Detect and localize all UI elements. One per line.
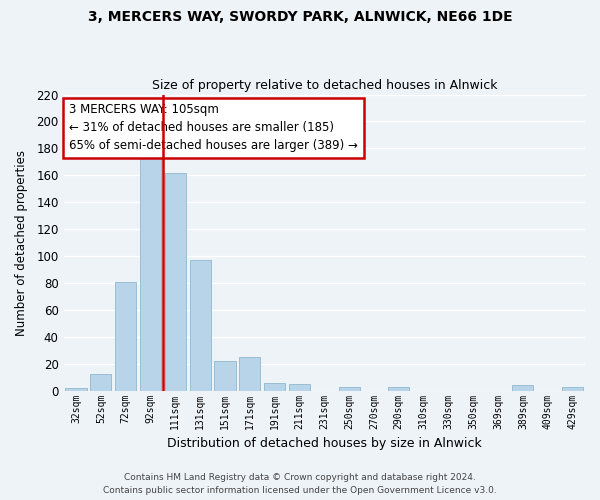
Bar bbox=[65, 388, 86, 390]
Bar bbox=[165, 172, 186, 390]
Bar bbox=[90, 374, 112, 390]
Bar bbox=[140, 155, 161, 390]
Bar bbox=[562, 386, 583, 390]
Bar bbox=[264, 382, 285, 390]
Bar bbox=[512, 386, 533, 390]
Bar bbox=[338, 386, 359, 390]
Text: Contains HM Land Registry data © Crown copyright and database right 2024.
Contai: Contains HM Land Registry data © Crown c… bbox=[103, 473, 497, 495]
Text: 3, MERCERS WAY, SWORDY PARK, ALNWICK, NE66 1DE: 3, MERCERS WAY, SWORDY PARK, ALNWICK, NE… bbox=[88, 10, 512, 24]
Bar bbox=[190, 260, 211, 390]
X-axis label: Distribution of detached houses by size in Alnwick: Distribution of detached houses by size … bbox=[167, 437, 482, 450]
Title: Size of property relative to detached houses in Alnwick: Size of property relative to detached ho… bbox=[152, 79, 497, 92]
Bar bbox=[214, 361, 236, 390]
Bar bbox=[289, 384, 310, 390]
Text: 3 MERCERS WAY: 105sqm
← 31% of detached houses are smaller (185)
65% of semi-det: 3 MERCERS WAY: 105sqm ← 31% of detached … bbox=[69, 104, 358, 152]
Bar bbox=[388, 386, 409, 390]
Y-axis label: Number of detached properties: Number of detached properties bbox=[15, 150, 28, 336]
Bar bbox=[115, 282, 136, 391]
Bar bbox=[239, 357, 260, 390]
